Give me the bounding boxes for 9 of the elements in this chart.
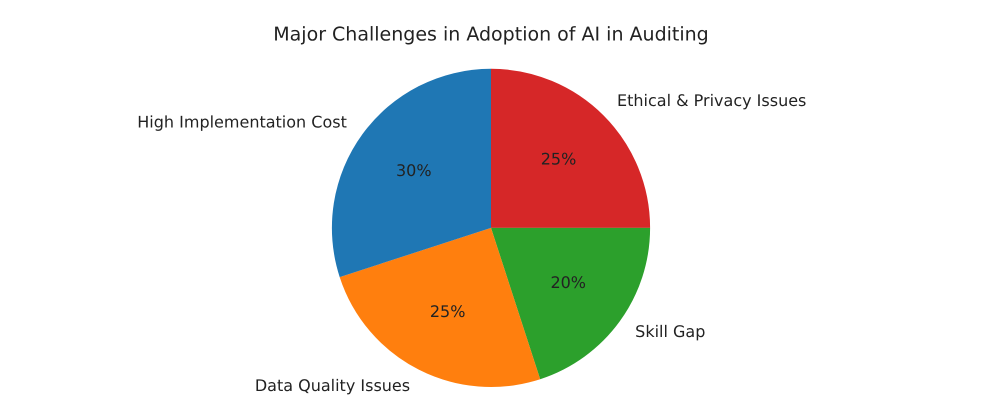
data-label: 25% <box>540 150 576 169</box>
slice-label: Skill Gap <box>635 322 706 341</box>
data-label: 30% <box>396 160 432 180</box>
slice-label: High Implementation Cost <box>137 112 347 132</box>
slice-label: Data Quality Issues <box>254 376 410 395</box>
chart-title: Major Challenges in Adoption of AI in Auditing <box>273 23 709 46</box>
data-label: 20% <box>550 273 586 292</box>
data-label: 25% <box>430 302 466 322</box>
slice-label: Ethical & Privacy Issues <box>617 91 806 110</box>
